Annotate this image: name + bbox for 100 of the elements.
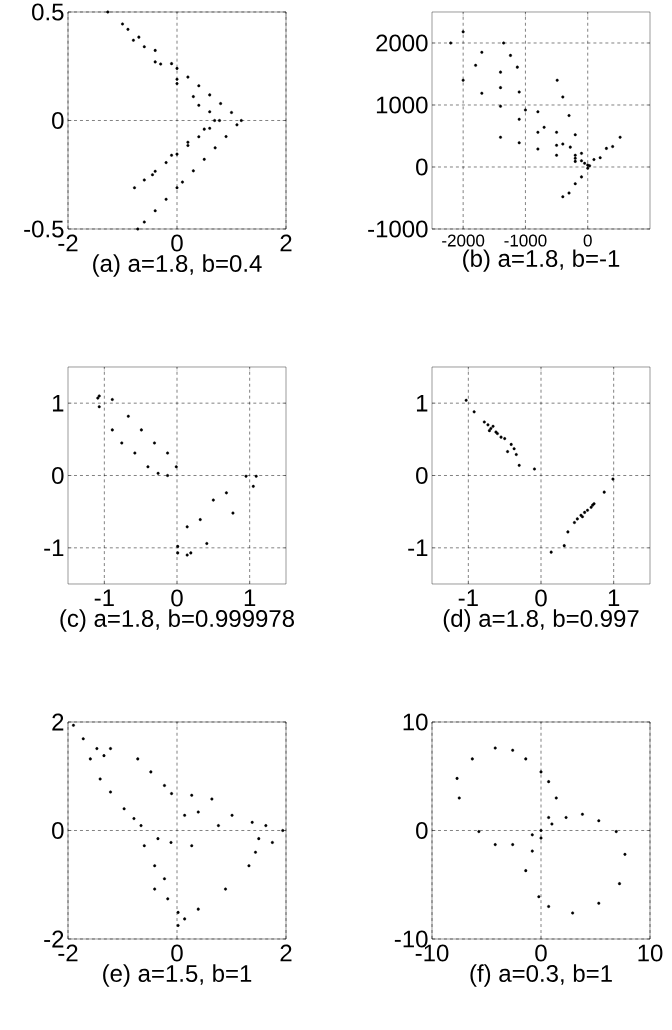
point bbox=[506, 450, 510, 454]
point bbox=[480, 50, 484, 54]
y-tick-label: 0 bbox=[52, 821, 64, 839]
point bbox=[175, 66, 179, 70]
point bbox=[487, 429, 491, 433]
point bbox=[493, 843, 497, 847]
x-tick-label: 0 bbox=[171, 944, 183, 962]
point bbox=[175, 77, 179, 81]
point bbox=[136, 227, 140, 231]
point bbox=[139, 428, 143, 432]
x-tick-label: 0 bbox=[535, 944, 547, 962]
point bbox=[567, 191, 571, 195]
point bbox=[235, 123, 239, 127]
point bbox=[597, 901, 601, 905]
point bbox=[185, 525, 189, 529]
point bbox=[186, 143, 190, 147]
point bbox=[509, 442, 513, 446]
x-tick-label: 0 bbox=[171, 589, 183, 607]
point bbox=[137, 35, 141, 39]
point bbox=[461, 78, 465, 82]
point bbox=[175, 152, 179, 156]
point bbox=[142, 45, 146, 49]
point bbox=[142, 178, 146, 182]
point bbox=[164, 197, 168, 201]
point bbox=[611, 145, 615, 149]
point bbox=[472, 410, 476, 414]
point bbox=[537, 895, 541, 899]
point bbox=[136, 757, 140, 761]
point bbox=[208, 93, 212, 97]
point bbox=[205, 541, 209, 545]
point bbox=[196, 810, 200, 814]
point bbox=[153, 209, 157, 213]
point bbox=[555, 143, 559, 147]
point bbox=[532, 467, 536, 471]
point bbox=[536, 110, 540, 114]
point bbox=[189, 551, 193, 555]
point bbox=[517, 90, 521, 94]
point bbox=[110, 398, 114, 402]
point bbox=[197, 135, 201, 139]
point bbox=[198, 518, 202, 522]
point bbox=[550, 822, 554, 826]
point bbox=[611, 477, 615, 481]
point bbox=[499, 70, 503, 74]
point bbox=[224, 491, 228, 495]
point bbox=[197, 84, 201, 88]
point bbox=[598, 156, 602, 160]
point bbox=[547, 904, 551, 908]
point bbox=[120, 441, 124, 445]
point bbox=[281, 829, 285, 832]
point bbox=[109, 747, 113, 751]
point bbox=[202, 157, 206, 161]
point bbox=[185, 553, 189, 557]
point bbox=[623, 852, 627, 856]
point bbox=[602, 490, 606, 494]
y-tick-label: 1 bbox=[52, 394, 64, 412]
point bbox=[547, 815, 551, 819]
point bbox=[102, 754, 106, 758]
point bbox=[517, 141, 521, 145]
point bbox=[554, 796, 558, 800]
point bbox=[617, 882, 621, 886]
point bbox=[618, 135, 622, 139]
point bbox=[95, 747, 99, 751]
x-tick-label: 0 bbox=[535, 589, 547, 607]
point bbox=[573, 153, 577, 157]
point bbox=[499, 435, 503, 439]
y-tick-label: 0 bbox=[52, 111, 64, 129]
point bbox=[133, 451, 137, 455]
y-tick-label: 2000 bbox=[376, 34, 428, 52]
point bbox=[231, 511, 235, 515]
point bbox=[539, 770, 543, 774]
point bbox=[190, 844, 194, 848]
point bbox=[166, 473, 170, 477]
point bbox=[196, 907, 200, 911]
x-tick-label: -1 bbox=[458, 589, 478, 607]
x-tick-label: 0 bbox=[583, 234, 592, 247]
point bbox=[566, 530, 570, 534]
point bbox=[455, 776, 459, 780]
point bbox=[457, 796, 461, 800]
point bbox=[153, 887, 157, 891]
point bbox=[142, 844, 146, 848]
point bbox=[508, 53, 512, 57]
point bbox=[477, 830, 481, 834]
point bbox=[213, 118, 217, 122]
point bbox=[573, 159, 577, 163]
point bbox=[213, 146, 217, 150]
point bbox=[579, 159, 583, 163]
point bbox=[597, 819, 601, 823]
point bbox=[604, 146, 608, 150]
point bbox=[253, 850, 257, 854]
point bbox=[573, 182, 577, 186]
point bbox=[156, 471, 160, 475]
point bbox=[132, 186, 136, 190]
point bbox=[555, 78, 559, 82]
x-tick-label: 1 bbox=[608, 589, 620, 607]
point bbox=[139, 824, 143, 828]
point bbox=[561, 142, 565, 146]
point bbox=[109, 790, 113, 794]
x-axis-title: (b) a=1.8, b=-1 bbox=[463, 249, 620, 272]
point bbox=[571, 911, 575, 915]
point bbox=[149, 770, 153, 774]
